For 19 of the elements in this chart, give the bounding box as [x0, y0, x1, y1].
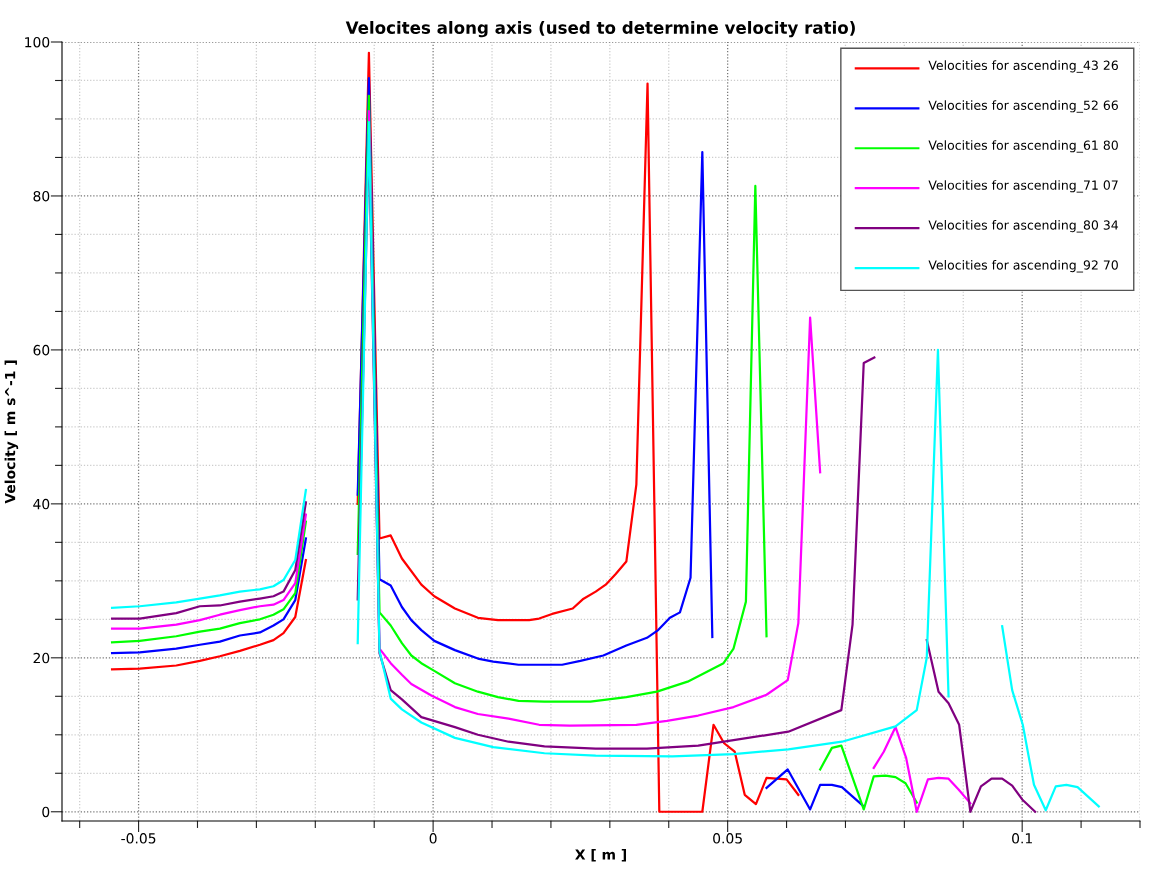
chart-title: Velocites along axis (used to determine velocity ratio)	[345, 21, 855, 38]
x-tick-label: -0.05	[121, 833, 156, 844]
y-tick-label: 40	[33, 498, 50, 510]
x-tick-label: 0	[429, 833, 437, 844]
legend-label: Velocities for ascending_43 26	[928, 60, 1118, 73]
y-tick-label: 20	[33, 652, 50, 664]
x-axis-title: X [ m ]	[575, 849, 626, 862]
legend-label: Velocities for ascending_80 34	[928, 220, 1119, 233]
y-tick-label: 100	[25, 36, 50, 48]
y-axis-title: Velocity [ m s^-1 ]	[4, 360, 19, 504]
x-tick-label: 0.1	[1012, 833, 1032, 844]
legend-label: Velocities for ascending_52 66	[928, 100, 1118, 113]
y-tick-label: 0	[42, 806, 50, 818]
y-tick-label: 60	[33, 344, 50, 356]
legend-label: Velocities for ascending_92 70	[928, 260, 1118, 273]
y-tick-label: 80	[33, 190, 50, 202]
legend-label: Velocities for ascending_71 07	[928, 180, 1118, 193]
x-tick-label: 0.05	[713, 833, 742, 844]
legend-label: Velocities for ascending_61 80	[928, 140, 1118, 153]
